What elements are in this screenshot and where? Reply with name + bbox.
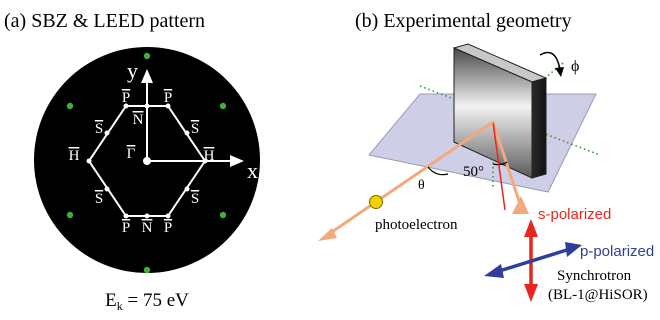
photoelectron-dot	[369, 195, 383, 209]
x-axis-label: x	[247, 158, 258, 183]
leed-spots	[66, 52, 227, 274]
s-polarized-label: s-polarized	[538, 206, 611, 223]
ek-subscript: k	[117, 299, 123, 313]
theta-arc	[427, 166, 449, 176]
label-p-bottom-left: P	[122, 220, 130, 236]
point-dot	[165, 103, 171, 109]
s-polarization-arrowhead-bottom	[524, 284, 538, 302]
point-dot	[165, 213, 171, 219]
leed-spot	[66, 102, 74, 110]
sample-slab	[452, 43, 548, 179]
label-s-lower-left: S	[95, 191, 103, 207]
leed-spot	[219, 211, 227, 219]
point-dot	[104, 130, 110, 136]
label-h-right: H	[204, 148, 215, 164]
point-dot	[123, 103, 129, 109]
phi-arrowhead	[555, 67, 564, 77]
in-plane-axis-dotted	[419, 85, 601, 156]
ek-value: = 75 eV	[123, 290, 189, 311]
p-polarization-arrow	[495, 247, 571, 274]
phi-label: ϕ	[571, 58, 579, 75]
incident-beam	[491, 121, 523, 208]
point-dot	[86, 158, 92, 164]
y-axis-label: y	[127, 58, 138, 83]
point-dot	[104, 186, 110, 192]
p-polarization-arrowhead-right	[565, 242, 582, 257]
label-s-lower-right: S	[191, 191, 199, 207]
point-dot	[184, 130, 190, 136]
leed-spot	[219, 102, 227, 110]
ek-symbol: E	[105, 290, 117, 311]
leed-spot	[66, 211, 74, 219]
label-p-top-right: P	[164, 90, 172, 106]
symmetry-labels: Γ N N P P P P S S S S H H	[69, 90, 215, 236]
reflected-beam	[492, 121, 506, 211]
label-s-upper-right: S	[191, 121, 199, 137]
point-dot	[184, 186, 190, 192]
point-dot	[123, 213, 129, 219]
x-axis-arrowhead	[230, 155, 244, 167]
leed-spot	[143, 266, 151, 274]
panel-a: (a) SBZ & LEED pattern y x	[4, 10, 260, 313]
gamma-dot	[143, 157, 151, 165]
point-dot	[144, 103, 150, 109]
theta-label: θ	[418, 178, 425, 193]
label-s-upper-left: S	[95, 121, 103, 137]
synchrotron-label: Synchrotron	[557, 268, 632, 284]
leed-spot	[143, 52, 151, 60]
phi-rotation-arrow	[539, 51, 561, 71]
label-n-top: N	[133, 112, 144, 128]
photoelectron-path	[325, 120, 494, 238]
label-p-top-left: P	[122, 90, 130, 106]
beamline-label: (BL-1@HiSOR)	[548, 287, 648, 303]
label-n-bottom: N	[142, 220, 153, 236]
p-polarization-arrowhead-left	[484, 264, 504, 278]
photoelectron-label: photoelectron	[375, 217, 458, 233]
incidence-angle-label: 50°	[463, 164, 484, 180]
kinetic-energy-caption: Ek = 75 eV	[105, 290, 189, 313]
label-p-bottom-right: P	[164, 220, 172, 236]
label-h-left: H	[69, 148, 80, 164]
panel-b-title: (b) Experimental geometry	[355, 10, 572, 32]
sample-side	[531, 77, 547, 179]
s-polarization-arrowhead-top	[524, 219, 538, 237]
symmetry-point-dots	[86, 103, 208, 219]
incidence-angle-arc	[492, 161, 508, 166]
label-gamma: Γ	[127, 146, 136, 162]
photoelectron-arrowhead	[318, 228, 337, 241]
panel-a-title: (a) SBZ & LEED pattern	[4, 10, 205, 32]
panel-b: (b) Experimental geometry ϕ 50°	[318, 10, 654, 303]
p-polarized-label: p-polarized	[580, 243, 654, 260]
point-dot	[144, 213, 150, 219]
y-axis-arrowhead	[141, 69, 153, 83]
point-dot	[202, 158, 208, 164]
